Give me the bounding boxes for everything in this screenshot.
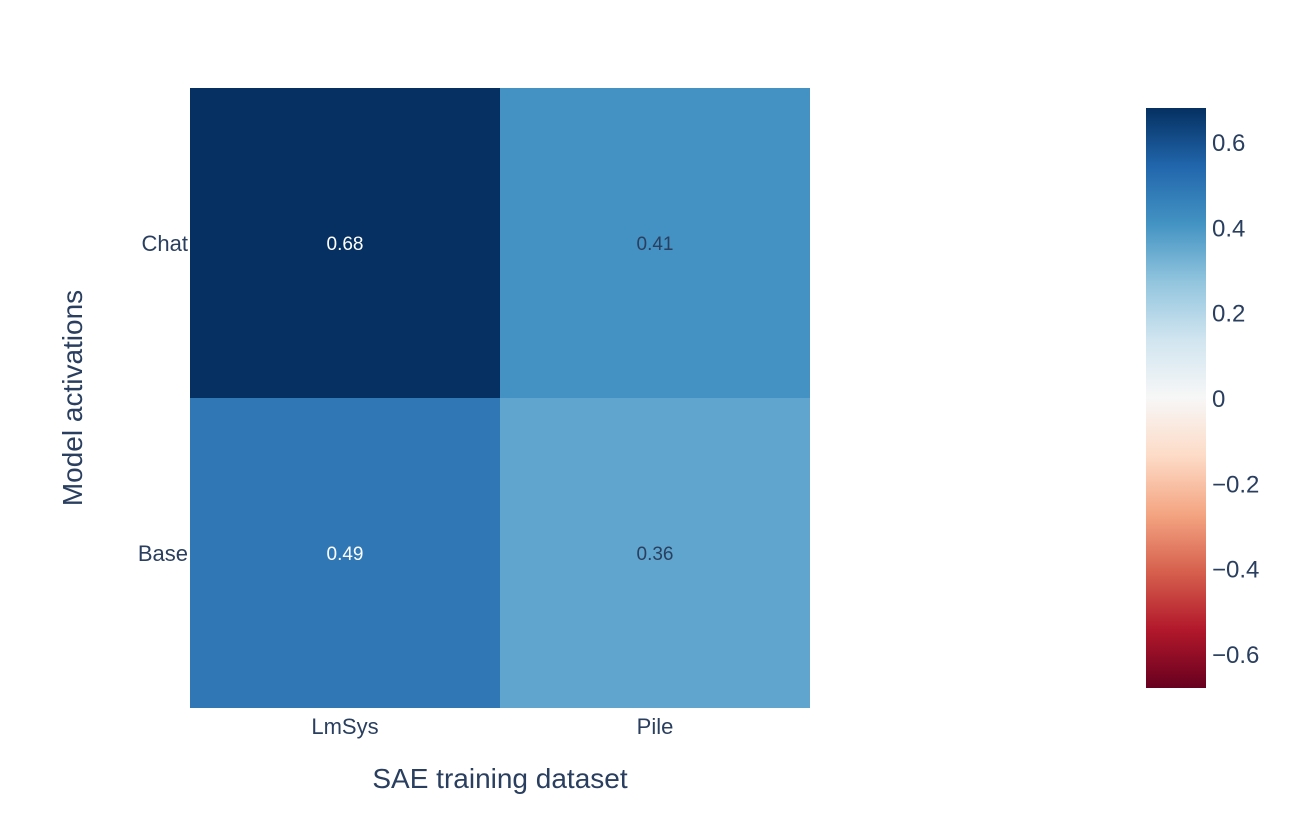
x-tick-label: Pile xyxy=(637,714,674,739)
colorbar-tick-label: −0.2 xyxy=(1212,471,1259,498)
heatmap-cell-value-label: 0.36 xyxy=(637,544,674,565)
colorbar-tick-label: 0 xyxy=(1212,386,1225,413)
y-axis-tick-labels: Chat Base xyxy=(138,231,188,566)
heatmap-cell-base-pile xyxy=(500,398,810,708)
colorbar-tick-labels: 0.6 0.4 0.2 0 −0.2 −0.4 −0.6 xyxy=(1212,130,1259,669)
colorbar-gradient xyxy=(1146,108,1206,688)
x-axis-title: SAE training dataset xyxy=(372,763,627,794)
heatmap-cell-value-label: 0.41 xyxy=(637,234,674,255)
colorbar-tick-label: −0.6 xyxy=(1212,642,1259,669)
x-tick-label: LmSys xyxy=(311,714,378,739)
heatmap-cell-value-label: 0.49 xyxy=(327,544,364,565)
heatmap-cells xyxy=(190,88,810,708)
heatmap-cell-value-label: 0.68 xyxy=(327,234,364,255)
colorbar-tick-label: −0.4 xyxy=(1212,557,1259,584)
y-tick-label: Chat xyxy=(142,231,188,256)
colorbar: 0.6 0.4 0.2 0 −0.2 −0.4 −0.6 xyxy=(1146,108,1259,688)
y-axis-title: Model activations xyxy=(57,290,88,506)
y-tick-label: Base xyxy=(138,541,188,566)
colorbar-tick-label: 0.6 xyxy=(1212,130,1245,157)
x-axis-tick-labels: LmSys Pile xyxy=(311,714,673,739)
colorbar-tick-label: 0.4 xyxy=(1212,215,1245,242)
heatmap-cell-chat-lmsys xyxy=(190,88,500,398)
heatmap-cell-base-lmsys xyxy=(190,398,500,708)
colorbar-tick-label: 0.2 xyxy=(1212,301,1245,328)
heatmap-cell-labels: 0.68 0.41 0.49 0.36 xyxy=(327,234,674,565)
heatmap-cell-chat-pile xyxy=(500,88,810,398)
